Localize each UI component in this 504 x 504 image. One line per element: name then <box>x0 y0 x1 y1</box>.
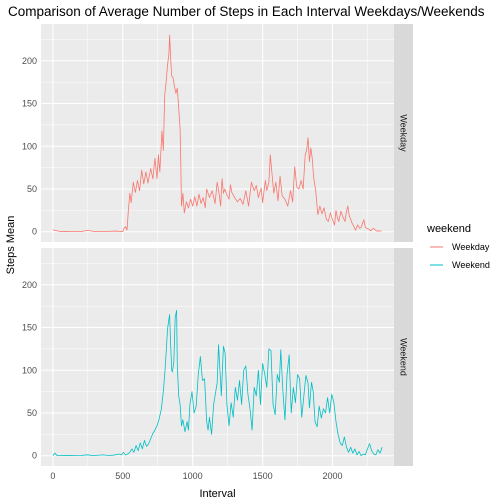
x-tick-labels: 0 500 1000 1500 2000 <box>50 471 342 481</box>
y-tick-label: 150 <box>22 99 37 109</box>
y-tick-label: 50 <box>27 184 37 194</box>
x-tick-label: 1000 <box>183 471 203 481</box>
x-tick-label: 500 <box>115 471 130 481</box>
y-tick-labels: 0 50 100 150 200 <box>22 280 37 461</box>
strip-label-weekday: Weekday <box>399 114 409 152</box>
panel-grid <box>41 24 394 242</box>
panel-grid <box>41 248 394 466</box>
y-tick-label: 100 <box>22 141 37 151</box>
y-tick-label: 0 <box>32 227 37 237</box>
panel-background <box>41 24 394 242</box>
legend-label-weekend: Weekend <box>452 260 490 270</box>
weekend-series-line <box>52 310 383 457</box>
x-tick-label: 1500 <box>253 471 273 481</box>
panel-background <box>41 248 394 466</box>
strip-weekend <box>394 248 413 466</box>
y-tick-label: 100 <box>22 365 37 375</box>
strip-label-weekend: Weekend <box>399 338 409 376</box>
chart-title: Comparison of Average Number of Steps in… <box>8 4 485 19</box>
panel-weekend: 0 50 100 150 200 Weekend <box>22 248 413 466</box>
legend-title: weekend <box>426 223 471 235</box>
x-axis-title: Interval <box>199 488 235 500</box>
y-axis-title: Steps Mean <box>5 216 17 275</box>
y-tick-label: 200 <box>22 56 37 66</box>
panel-weekday: 0 50 100 150 200 Weekday <box>22 24 413 242</box>
y-tick-label: 200 <box>22 280 37 290</box>
weekday-series-line <box>52 34 382 233</box>
y-tick-label: 50 <box>27 408 37 418</box>
legend-label-weekday: Weekday <box>452 242 490 252</box>
y-tick-label: 0 <box>32 451 37 461</box>
y-tick-label: 150 <box>22 323 37 333</box>
x-tick-label: 0 <box>50 471 55 481</box>
y-tick-labels: 0 50 100 150 200 <box>22 56 37 237</box>
strip-weekday <box>394 24 413 242</box>
x-tick-label: 2000 <box>322 471 342 481</box>
legend: weekend Weekday Weekend <box>426 223 490 270</box>
